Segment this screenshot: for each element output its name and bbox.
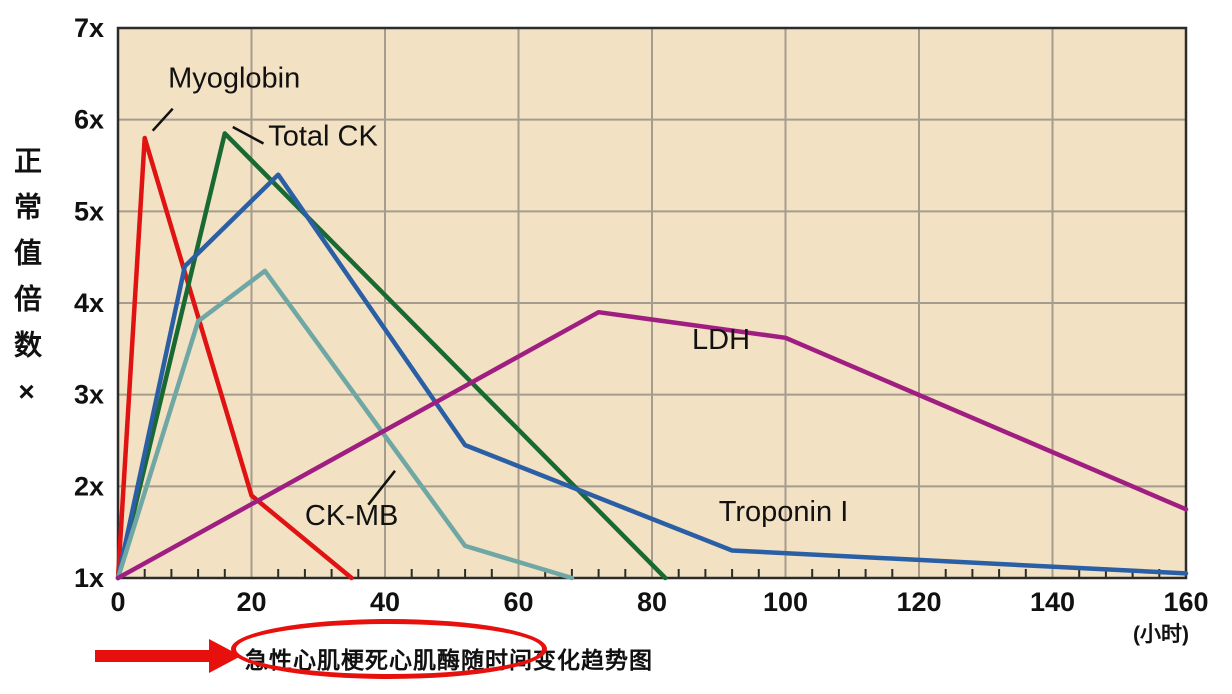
x-tick-label: 0: [110, 587, 125, 617]
series-line-total-ck: [115, 131, 668, 581]
series-label-total-ck: Total CK: [268, 120, 378, 152]
x-tick-label: 120: [896, 587, 941, 617]
highlight-ellipse: [231, 619, 547, 679]
annotation-leader-total-ck: [232, 125, 265, 145]
x-tick-label: 80: [637, 587, 667, 617]
y-tick-label: 7x: [74, 13, 104, 43]
x-tick-label: 160: [1163, 587, 1208, 617]
x-tick-label: 40: [370, 587, 400, 617]
y-tick-label: 3x: [74, 380, 104, 410]
series-line-ldh: [115, 309, 1189, 581]
series-line-ck-mb: [115, 268, 575, 581]
x-tick-label: 60: [503, 587, 533, 617]
y-tick-label: 6x: [74, 105, 104, 135]
arrow-head-icon: [209, 639, 241, 673]
y-tick-label: 1x: [74, 563, 104, 593]
series-label-ldh: LDH: [692, 324, 750, 356]
series-line-myoglobin: [115, 135, 354, 581]
x-tick-label: 140: [1030, 587, 1075, 617]
y-tick-label: 5x: [74, 196, 104, 226]
annotation-leader-myoglobin: [151, 107, 174, 132]
y-axis-title: 正常值倍数×: [11, 146, 42, 425]
x-axis-unit: (小时): [1133, 623, 1189, 646]
series-label-myoglobin: Myoglobin: [168, 63, 300, 95]
annotation-leader-ck-mb: [367, 470, 396, 506]
arrow-shaft: [95, 650, 213, 662]
series-line-troponin-i: [115, 172, 1189, 581]
plot-border: [116, 26, 1188, 580]
series-label-ck-mb: CK-MB: [305, 500, 398, 532]
series-label-troponin-i: Troponin I: [719, 496, 849, 528]
x-tick-label: 100: [763, 587, 808, 617]
highlight-arrow: [95, 639, 241, 673]
y-tick-label: 4x: [74, 288, 104, 318]
y-tick-label: 2x: [74, 471, 104, 501]
x-tick-label: 20: [236, 587, 266, 617]
